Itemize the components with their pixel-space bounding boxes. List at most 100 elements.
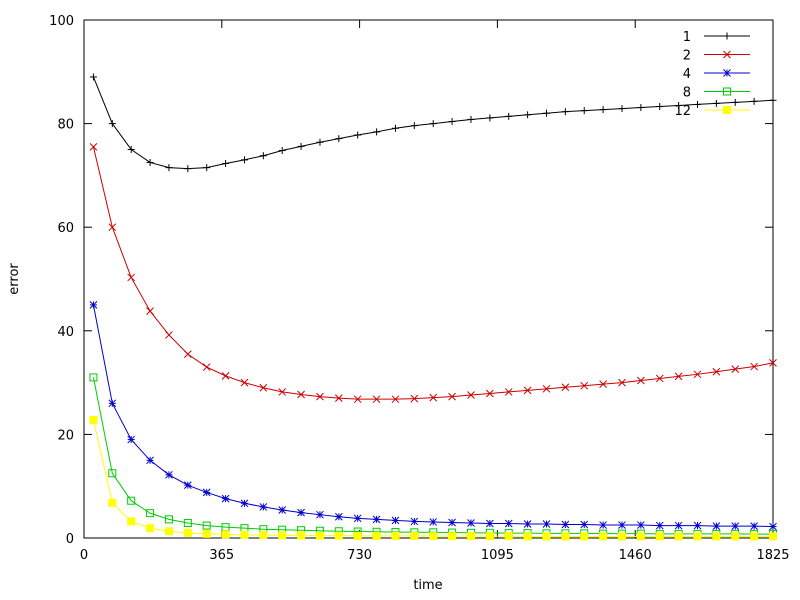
data-point xyxy=(523,386,532,395)
data-point xyxy=(448,518,456,527)
data-point xyxy=(259,152,267,160)
data-point xyxy=(372,531,381,540)
data-point xyxy=(89,415,98,424)
data-point xyxy=(769,96,777,104)
data-point xyxy=(542,109,550,117)
data-point xyxy=(146,456,154,465)
x-tick-label: 1460 xyxy=(619,548,652,563)
data-point xyxy=(240,378,249,387)
data-point xyxy=(146,307,154,315)
data-point xyxy=(429,532,438,541)
data-point xyxy=(429,393,438,402)
data-point xyxy=(618,105,626,113)
data-point xyxy=(259,503,268,511)
y-axis-label: error xyxy=(7,263,22,295)
data-point xyxy=(504,532,513,541)
series-8 xyxy=(89,373,777,539)
data-point xyxy=(316,392,324,401)
data-point xyxy=(183,350,192,358)
data-point xyxy=(127,496,136,505)
data-point xyxy=(505,112,513,120)
data-point xyxy=(183,481,192,490)
data-point xyxy=(353,395,362,404)
data-point xyxy=(164,527,173,536)
data-point xyxy=(278,506,287,514)
legend-label: 1 xyxy=(683,30,691,45)
series-2 xyxy=(89,143,777,404)
data-point xyxy=(750,532,759,541)
data-point xyxy=(561,532,570,541)
data-point xyxy=(429,518,438,526)
x-tick-label: 1825 xyxy=(756,548,789,563)
data-point xyxy=(221,530,230,539)
data-point xyxy=(429,120,437,128)
data-point xyxy=(372,515,381,524)
data-point xyxy=(297,508,305,517)
y-tick-label: 0 xyxy=(66,532,74,547)
data-point xyxy=(222,159,230,167)
data-point xyxy=(127,435,136,444)
x-axis-ticks: 0 365 730 1095 1460 1825 xyxy=(80,20,790,563)
data-point xyxy=(599,521,607,529)
legend-label: 2 xyxy=(683,49,691,64)
data-point xyxy=(523,532,532,541)
data-point xyxy=(202,521,211,530)
data-point xyxy=(769,522,777,531)
data-point xyxy=(674,521,683,530)
data-point xyxy=(448,532,457,541)
y-tick-label: 80 xyxy=(57,118,74,133)
data-point xyxy=(750,522,758,530)
data-point xyxy=(353,531,362,540)
data-point xyxy=(410,531,419,540)
data-point xyxy=(485,532,494,541)
data-point xyxy=(410,122,418,130)
data-point xyxy=(750,362,758,371)
series-4 xyxy=(89,301,777,531)
data-point xyxy=(580,520,589,529)
data-point xyxy=(89,143,98,151)
data-point xyxy=(580,381,589,390)
y-tick-label: 100 xyxy=(49,14,74,29)
x-tick-label: 0 xyxy=(80,548,88,563)
data-point xyxy=(278,147,286,155)
data-point xyxy=(391,531,400,540)
data-point xyxy=(693,100,701,108)
data-point xyxy=(580,532,589,541)
data-point xyxy=(315,531,324,540)
data-point xyxy=(524,111,532,119)
data-point xyxy=(316,510,324,519)
data-point xyxy=(240,530,249,539)
data-point xyxy=(202,488,211,497)
data-point xyxy=(542,384,551,393)
data-point xyxy=(712,522,721,530)
data-point xyxy=(127,146,135,153)
x-tick-label: 730 xyxy=(347,548,372,563)
data-point xyxy=(297,390,305,399)
series-line-2 xyxy=(92,146,774,400)
data-point xyxy=(354,131,362,139)
data-point xyxy=(353,514,362,523)
series-line-8 xyxy=(92,377,773,535)
data-point xyxy=(561,383,570,392)
data-point xyxy=(165,164,173,172)
data-point xyxy=(202,529,211,538)
data-point xyxy=(410,394,419,403)
legend-label: 4 xyxy=(683,67,691,82)
data-point xyxy=(146,509,155,518)
y-axis-ticks: 0 20 40 60 80 100 xyxy=(49,14,773,547)
data-point xyxy=(221,494,230,503)
data-point xyxy=(448,118,456,126)
data-point xyxy=(165,470,173,479)
data-point xyxy=(278,388,287,396)
data-point xyxy=(617,532,626,541)
plot-frame xyxy=(83,19,774,539)
data-point xyxy=(674,532,683,541)
data-point xyxy=(769,359,777,367)
data-point xyxy=(674,372,683,381)
legend-marker xyxy=(723,32,731,40)
data-point xyxy=(89,373,98,382)
data-point xyxy=(410,517,419,526)
series-layer xyxy=(89,73,777,541)
data-point xyxy=(675,101,683,109)
data-point xyxy=(656,103,664,111)
